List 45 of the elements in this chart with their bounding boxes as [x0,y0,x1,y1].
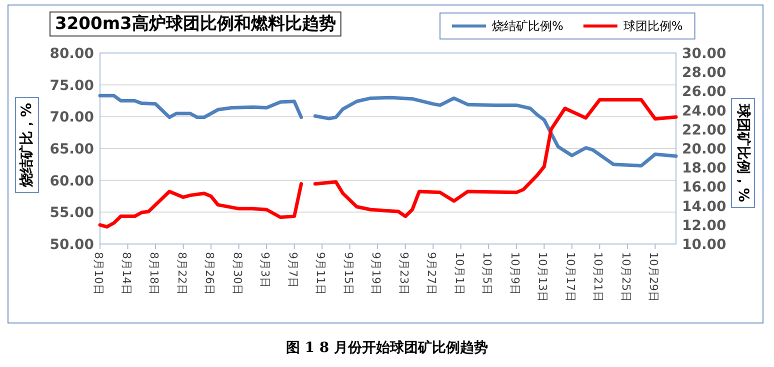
x-tick-label: 9月15日 [342,252,355,295]
y-tick-label: 75.00 [50,78,94,94]
y-tick-label: 70.00 [50,110,94,126]
legend-label: 球团比例% [623,19,683,33]
y2-tick-label: 14.00 [682,198,727,215]
x-tick-label: 10月1日 [452,252,466,295]
x-tick-label: 9月7日 [286,252,300,288]
y-tick-label: 65.00 [50,142,94,158]
x-tick-label: 10月29日 [647,252,660,302]
x-tick-label: 9月19日 [370,252,383,295]
x-tick-label: 9月23日 [397,252,410,295]
x-tick-label: 10月5日 [480,252,494,295]
caption: 图 1 8 月份开始球团矿比例趋势 [286,339,488,356]
y2-axis-title: 球团矿比例，% [735,102,752,202]
y-tick-label: 50.00 [50,237,94,253]
x-tick-label: 8月10日 [92,252,105,295]
y2-tick-label: 26.00 [682,84,727,100]
y-tick-label: 60.00 [50,173,94,190]
chart-title: 3200m3高炉球团比例和燃料比趋势 [55,14,336,34]
x-tick-label: 8月30日 [230,252,244,295]
x-tick-label: 10月21日 [592,252,605,302]
y2-tick-label: 24.00 [682,103,727,120]
legend-label: 烧结矿比例% [492,19,564,33]
y-tick-label: 80.00 [50,46,94,62]
y-axis-title: 烧结矿比，% [18,102,35,188]
x-tick-label: 10月17日 [564,252,577,302]
x-tick-label: 10月25日 [619,252,632,302]
y2-tick-label: 10.00 [682,237,727,253]
y2-tick-label: 18.00 [682,160,727,177]
x-tick-label: 8月22日 [175,252,188,295]
y2-tick-label: 22.00 [682,122,727,138]
x-tick-label: 10月9日 [508,252,522,295]
y2-tick-label: 12.00 [682,218,727,234]
x-tick-label: 8月14日 [120,252,133,295]
x-tick-label: 8月26日 [203,252,216,295]
x-tick-label: 9月27日 [425,252,438,295]
x-tick-label: 8月18日 [148,252,161,295]
y2-tick-label: 28.00 [682,65,727,82]
x-tick-label: 9月11日 [314,252,328,295]
x-tick-label: 10月13日 [536,252,550,302]
y2-tick-label: 30.00 [682,46,727,62]
y-tick-label: 55.00 [50,205,94,222]
x-tick-label: 9月3日 [258,252,272,288]
y2-tick-label: 16.00 [682,180,727,196]
y2-tick-label: 20.00 [682,142,727,158]
